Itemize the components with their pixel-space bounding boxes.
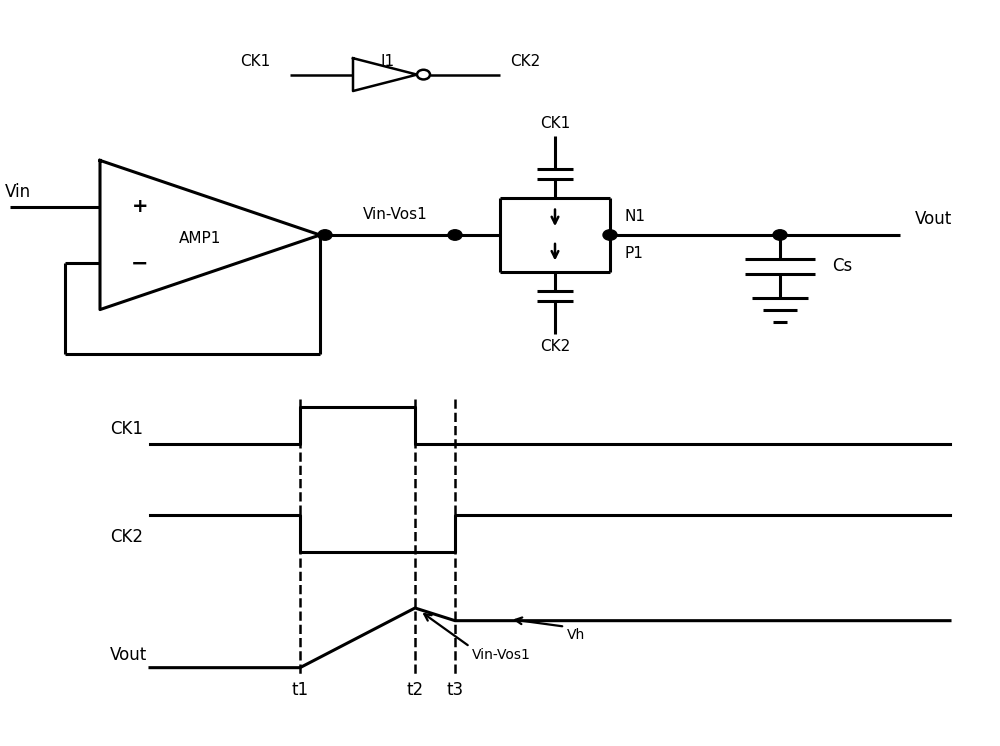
- Text: t3: t3: [446, 681, 464, 699]
- Text: P1: P1: [625, 246, 644, 261]
- Text: AMP1: AMP1: [179, 231, 221, 246]
- Text: Cs: Cs: [832, 257, 852, 275]
- Text: Vin-Vos1: Vin-Vos1: [363, 207, 427, 222]
- Text: Vin-Vos1: Vin-Vos1: [472, 648, 531, 662]
- Text: CK1: CK1: [110, 420, 143, 438]
- Text: CK2: CK2: [540, 339, 570, 354]
- Circle shape: [448, 230, 462, 240]
- Text: t2: t2: [406, 681, 424, 699]
- Text: Vout: Vout: [110, 646, 147, 664]
- Text: Vout: Vout: [915, 210, 952, 228]
- Text: CK1: CK1: [540, 116, 570, 131]
- Text: t1: t1: [291, 681, 309, 699]
- Circle shape: [318, 230, 332, 240]
- Circle shape: [773, 230, 787, 240]
- Text: CK1: CK1: [240, 54, 270, 69]
- Text: N1: N1: [625, 209, 646, 224]
- Text: Vin: Vin: [5, 184, 31, 201]
- Circle shape: [603, 230, 617, 240]
- Text: CK2: CK2: [510, 54, 540, 69]
- Text: CK2: CK2: [110, 528, 143, 546]
- Text: Vh: Vh: [567, 628, 585, 642]
- Circle shape: [417, 69, 430, 79]
- Text: +: +: [132, 197, 148, 216]
- Text: −: −: [131, 254, 149, 273]
- Text: I1: I1: [381, 54, 395, 69]
